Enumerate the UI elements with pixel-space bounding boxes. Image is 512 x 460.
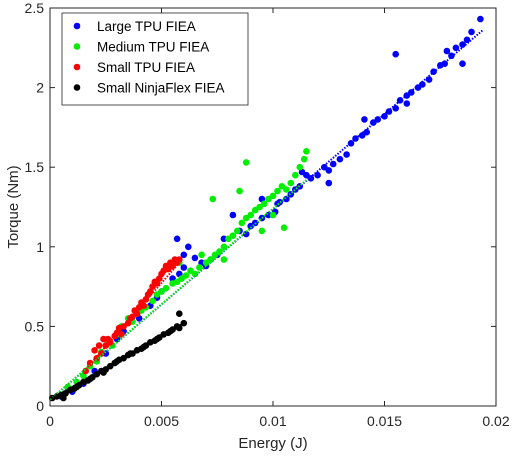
data-point-s2-36 [115, 324, 123, 332]
data-point-s1-37 [247, 211, 254, 219]
data-point-s0-14 [180, 264, 188, 271]
data-point-s1-50 [303, 148, 310, 155]
data-point-s0-77 [403, 100, 411, 107]
data-point-s3-38 [140, 343, 147, 351]
trend-line-s1 [49, 179, 308, 401]
data-point-s0-44 [343, 151, 350, 158]
data-point-s1-16 [149, 297, 156, 305]
y-axis-label: Torque (Nm) [5, 165, 22, 248]
data-point-s1-19 [162, 284, 170, 292]
data-point-s1-26 [196, 264, 203, 271]
data-point-s1-51 [242, 159, 250, 166]
data-point-s0-53 [392, 105, 400, 112]
data-point-s0-67 [468, 28, 475, 36]
x-tick-label: 0.005 [144, 413, 179, 429]
x-tick-label: 0.015 [367, 413, 402, 429]
legend-marker-1 [73, 43, 81, 50]
legend-marker-0 [73, 22, 81, 30]
x-tick-label: 0 [46, 413, 54, 429]
y-tick-label: 1 [36, 239, 44, 255]
data-point-s1-55 [198, 251, 205, 259]
data-point-s1-53 [258, 227, 266, 235]
data-point-s0-76 [361, 116, 368, 123]
data-point-s1-42 [269, 192, 277, 200]
data-point-s1-40 [260, 200, 268, 208]
data-point-s0-68 [477, 15, 484, 23]
data-point-s1-57 [280, 224, 288, 231]
y-tick-label: 0.5 [25, 318, 45, 334]
data-point-s1-54 [220, 256, 228, 263]
data-point-s0-50 [374, 116, 382, 123]
data-point-s3-29 [176, 324, 183, 332]
y-tick-label: 1.5 [25, 159, 45, 175]
legend-box [61, 12, 249, 106]
data-point-s3-34 [86, 375, 94, 383]
legend-marker-2 [73, 63, 81, 71]
data-point-s0-15 [173, 235, 181, 243]
data-point-s0-70 [443, 47, 451, 55]
data-point-s1-52 [209, 195, 217, 203]
data-point-s3-31 [176, 310, 183, 318]
data-point-s1-45 [283, 186, 290, 193]
legend-marker-3 [73, 84, 81, 91]
axis-ticks: 0 0.005 0.01 0.015 0.02 0 0.5 1 1.5 2 2.5 [25, 0, 510, 429]
data-point-s3-32 [60, 394, 67, 402]
data-point-s0-16 [180, 251, 188, 259]
data-point-s1-49 [300, 155, 308, 163]
data-point-s1-47 [292, 171, 299, 179]
data-point-s1-23 [182, 272, 190, 279]
data-point-s0-17 [185, 243, 192, 251]
data-point-s1-43 [274, 187, 281, 195]
legend-label-1: Medium TPU FIEA [97, 40, 209, 55]
data-point-s0-58 [419, 81, 426, 88]
data-point-s1-58 [269, 211, 277, 219]
data-point-s2-2 [91, 347, 98, 354]
y-tick-label: 2.5 [25, 0, 45, 16]
data-point-s0-72 [325, 179, 333, 187]
data-point-s0-18 [191, 254, 199, 262]
x-axis-label: Energy (J) [238, 435, 307, 452]
data-point-s0-51 [381, 113, 388, 120]
data-point-s1-35 [238, 219, 246, 227]
data-point-s0-66 [463, 36, 471, 44]
trend-lines [49, 29, 484, 401]
legend-label-0: Large TPU FIEA [97, 19, 196, 34]
y-tick-label: 2 [36, 80, 44, 96]
data-point-s0-69 [392, 50, 400, 58]
data-point-s3-33 [73, 383, 81, 391]
data-point-s0-24 [229, 211, 237, 219]
data-point-s0-71 [459, 60, 466, 67]
legend-label-2: Small TPU FIEA [97, 60, 195, 75]
y-tick-label: 0 [36, 398, 44, 414]
data-point-s2-32 [176, 256, 183, 263]
data-point-s0-62 [441, 60, 449, 67]
data-point-s3-30 [180, 319, 188, 327]
trend-line-s0 [49, 29, 484, 401]
data-point-s0-38 [307, 175, 315, 182]
data-point-s0-45 [347, 140, 355, 147]
data-point-s0-64 [452, 44, 460, 52]
data-point-s2-3 [95, 342, 103, 349]
data-point-s0-41 [325, 167, 333, 174]
x-tick-label: 0.01 [259, 413, 286, 429]
data-point-s0-65 [459, 41, 466, 48]
data-point-s0-26 [242, 230, 250, 238]
data-point-s3-35 [100, 369, 107, 376]
data-point-s1-46 [287, 179, 295, 187]
data-point-s1-48 [296, 163, 304, 171]
legend-label-3: Small NinjaFlex FIEA [97, 81, 225, 96]
data-point-s2-38 [138, 299, 145, 306]
x-tick-label: 0.02 [482, 413, 509, 429]
trend-line-s2 [84, 262, 181, 371]
legend: Large TPU FIEA Medium TPU FIEA Small TPU F… [61, 12, 249, 106]
data-point-s1-59 [236, 187, 243, 195]
data-point-s0-48 [363, 128, 371, 136]
data-point-s0-42 [329, 160, 337, 168]
data-point-s3-36 [113, 358, 121, 365]
trend-line-s3 [51, 322, 185, 399]
data-point-s1-33 [229, 232, 237, 239]
data-point-s0-43 [336, 155, 344, 163]
data-point-s1-34 [234, 227, 241, 235]
